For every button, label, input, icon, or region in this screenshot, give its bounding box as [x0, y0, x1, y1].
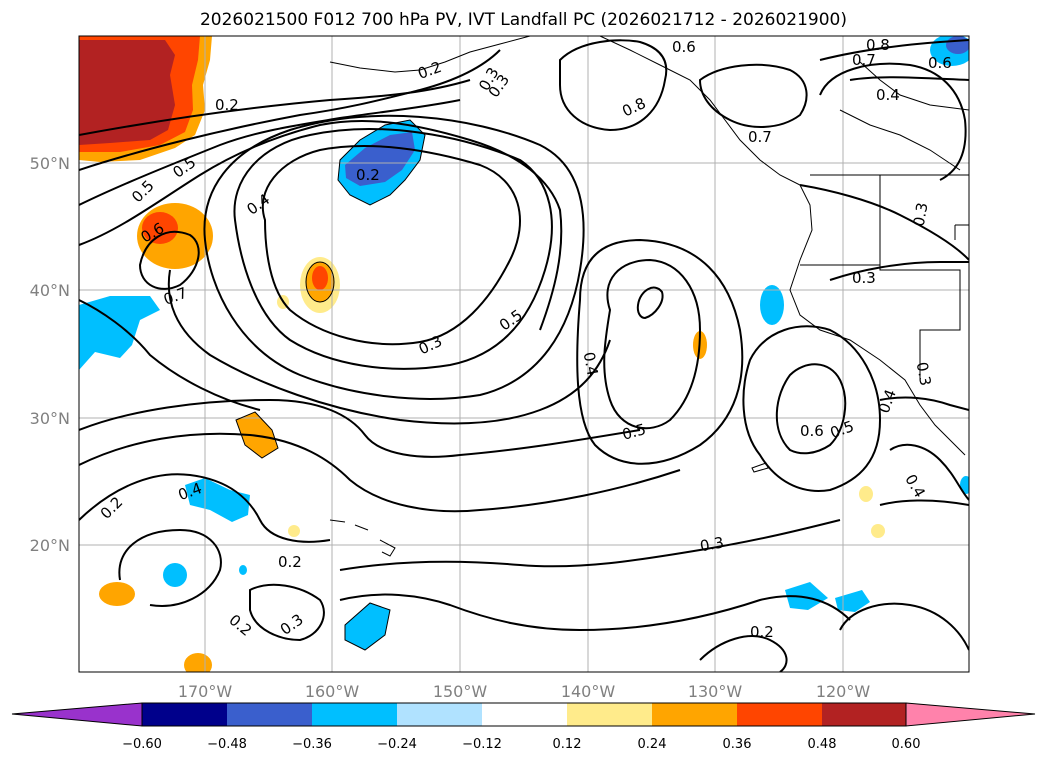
fill-positive-40n-core [312, 266, 328, 290]
colorbar-tick: −0.12 [462, 737, 502, 752]
map-area: 0.2 0.6 0.8 0.7 0.6 0.3 0.2 0.8 0.7 0.4 … [79, 36, 969, 672]
fill-positive-nw-core [79, 40, 175, 145]
contour-label: 0.2 [278, 553, 302, 571]
contour-label: 0.2 [750, 623, 774, 641]
latitude-labels: 50°N 40°N 30°N 20°N [30, 154, 70, 555]
colorbar-bin [737, 703, 822, 726]
contour-label: 0.4 [876, 86, 900, 104]
lon-label: 120°W [816, 682, 871, 701]
map-title: 2026021500 F012 700 hPa PV, IVT Landfall… [199, 10, 847, 30]
fill-positive-17n [99, 582, 135, 606]
map-frame [78, 35, 970, 673]
lon-label: 160°W [305, 682, 360, 701]
colorbar-tick: −0.36 [292, 737, 332, 752]
fill-positive-12n [184, 653, 212, 672]
fill-negative-coast [760, 285, 784, 325]
colorbar-bin [822, 703, 906, 726]
contour-label: 0.7 [748, 128, 772, 146]
contour-label: 0.3 [699, 533, 726, 555]
colorbar-tick: 0.36 [723, 737, 752, 752]
colorbar-tick: −0.48 [207, 737, 247, 752]
colorbar-bin [397, 703, 482, 726]
lat-label: 30°N [30, 409, 70, 428]
lat-label: 20°N [30, 536, 70, 555]
lon-label: 140°W [561, 682, 616, 701]
fill-positive-sw-1 [859, 486, 873, 502]
contour-label: 0.6 [928, 54, 952, 72]
colorbar-tick: 0.60 [892, 737, 921, 752]
contour-label: 0.3 [852, 269, 876, 287]
contour-label: 0.3 [913, 361, 935, 388]
fill-negative-38n [79, 296, 160, 370]
contour-label: 0.6 [800, 422, 824, 440]
longitude-labels: 170°W 160°W 150°W 140°W 130°W 120°W [178, 682, 871, 701]
colorbar-bin [312, 703, 397, 726]
lon-label: 170°W [178, 682, 233, 701]
contour-label: 0.4 [580, 351, 602, 378]
fill-negative-16n-b [835, 590, 870, 612]
fill-positive-22n [288, 525, 300, 537]
contour-label: 0.2 [215, 96, 239, 114]
fill-negative-14n [345, 603, 390, 650]
colorbar-tick: 0.12 [553, 737, 582, 752]
colorbar-bin [652, 703, 737, 726]
fill-negative-ne-core [946, 36, 969, 54]
contour-label: 0.6 [672, 38, 696, 56]
fill-negative-52n-core [345, 132, 415, 186]
fill-positive-sw-2 [871, 524, 885, 538]
colorbar-bin [227, 703, 312, 726]
colorbar-bin [142, 703, 227, 726]
contour-label: 0.5 [620, 420, 648, 444]
colorbar-bin [567, 703, 652, 726]
lat-label: 40°N [30, 281, 70, 300]
fill-negative-24n [185, 478, 250, 522]
colorbar-tick: 0.48 [808, 737, 837, 752]
lat-label: 50°N [30, 154, 70, 173]
colorbar-bin [482, 703, 567, 726]
lon-label: 130°W [688, 682, 743, 701]
fill-negative-16n-a [785, 582, 828, 610]
fill-outlines [235, 119, 426, 651]
colorbar: −0.60 −0.48 −0.36 −0.24 −0.12 0.12 0.24 … [11, 702, 1036, 752]
fill-positive-45n-core [142, 212, 178, 244]
colorbar-tick: 0.24 [638, 737, 667, 752]
contour-label: 0.8 [866, 36, 890, 54]
lon-label: 150°W [433, 682, 488, 701]
fill-negative-dot [239, 565, 247, 575]
contour-label: 0.7 [852, 51, 876, 69]
colorbar-tick: −0.24 [377, 737, 417, 752]
contour-label: 0.2 [356, 166, 380, 184]
contour-lines [79, 39, 969, 672]
colorbar-extend-high [905, 702, 1036, 727]
colorbar-extend-low [11, 702, 143, 727]
fill-negative-17n [163, 563, 187, 587]
colorbar-tick: −0.60 [122, 737, 162, 752]
contour-label: 0.3 [910, 201, 932, 228]
